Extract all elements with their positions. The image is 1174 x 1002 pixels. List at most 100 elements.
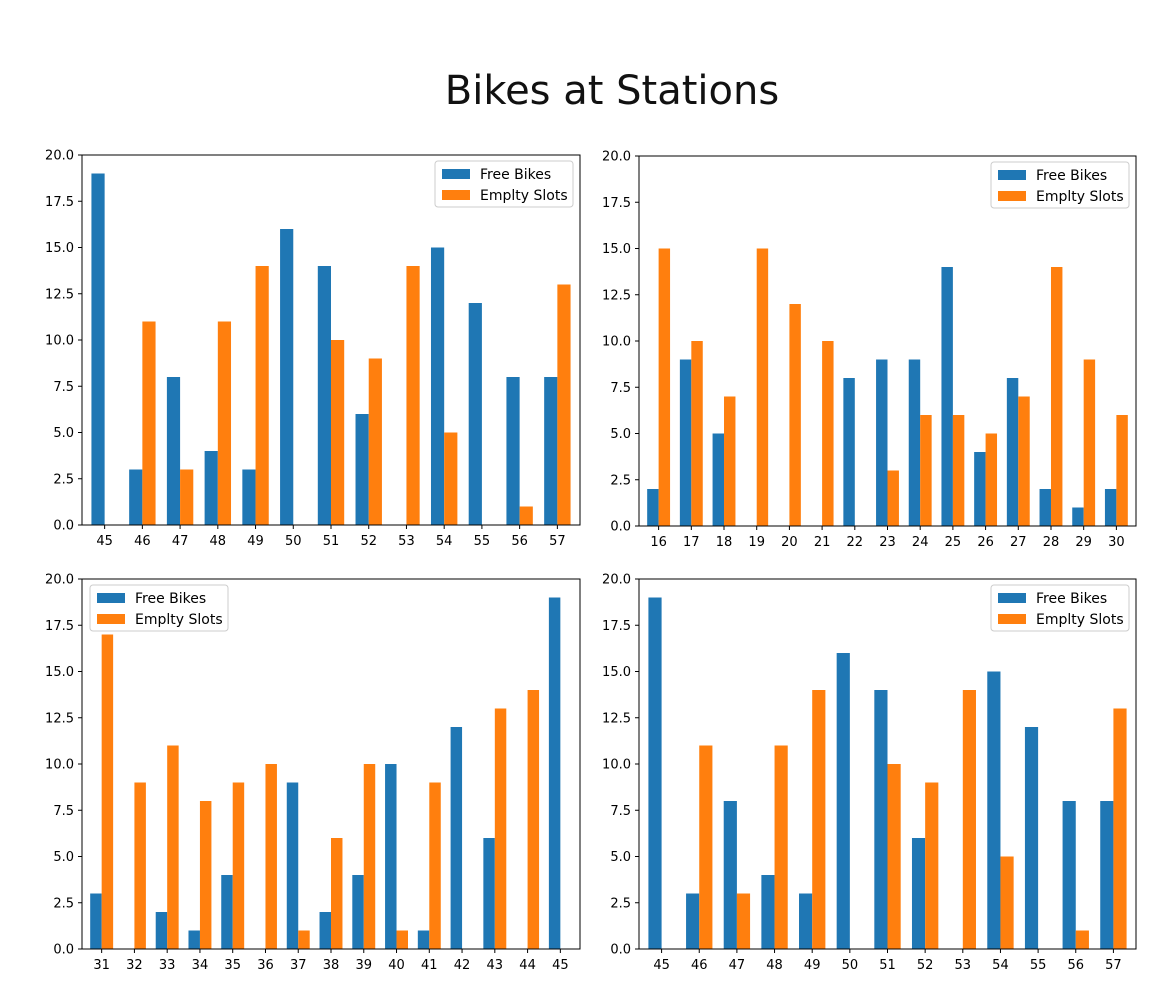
empty-slots-bar-48 [774,745,788,949]
free-bikes-bar-47 [723,801,737,949]
x-tick-label: 44 [519,958,536,973]
free-bikes-bar-57 [1100,801,1114,949]
y-tick-label: 12.5 [602,711,631,726]
y-tick-label: 17.5 [45,195,74,210]
x-tick-label: 52 [360,534,377,549]
x-tick-label: 54 [436,534,453,549]
y-tick-label: 2.5 [53,896,74,911]
empty-slots-bar-18 [724,396,736,526]
x-tick-label: 21 [814,535,831,550]
free-bikes-bar-45 [91,173,105,525]
x-tick-label: 36 [257,958,274,973]
y-tick-label: 0.0 [610,520,631,535]
y-tick-label: 17.5 [602,619,631,634]
empty-slots-bar-49 [812,690,826,949]
x-tick-label: 27 [1010,535,1027,550]
free-bikes-bar-52 [355,414,369,525]
free-bikes-bar-34 [188,930,200,949]
x-tick-label: 42 [454,958,471,973]
legend-swatch-free [442,169,470,179]
empty-slots-bar-37 [298,930,310,949]
empty-slots-bar-25 [952,415,965,526]
free-bikes-bar-35 [221,875,233,949]
empty-slots-bar-27 [1018,396,1030,526]
free-bikes-bar-39 [352,875,364,949]
legend: Free Bikes Emplty Slots [89,584,229,632]
y-tick-label: 5.0 [610,427,631,442]
x-tick-label: 49 [247,534,264,549]
empty-slots-bar-56 [1075,930,1089,949]
free-bikes-bar-23 [876,359,888,526]
y-tick-label: 12.5 [45,287,74,302]
x-tick-label: 56 [511,534,528,549]
x-tick-label: 48 [210,534,227,549]
free-bikes-bar-50 [836,653,850,949]
empty-slots-bar-29 [1083,359,1096,526]
legend-label-free: Free Bikes [1036,168,1107,184]
free-bikes-bar-49 [242,469,256,525]
y-tick-label: 0.0 [53,519,74,534]
free-bikes-bar-33 [155,912,168,949]
free-bikes-bar-37 [286,782,299,949]
empty-slots-bar-49 [255,266,269,525]
x-tick-label: 39 [355,958,372,973]
free-bikes-bar-45 [648,597,662,949]
free-bikes-bar-45 [548,597,561,949]
free-bikes-bar-18 [712,433,725,526]
empty-slots-bar-20 [789,304,801,526]
free-bikes-bar-25 [941,267,953,526]
page-title: Bikes at Stations [444,68,780,114]
x-tick-label: 35 [224,958,241,973]
free-bikes-bar-26 [974,452,986,526]
empty-slots-bar-47 [180,469,194,525]
empty-slots-bar-26 [985,433,998,526]
x-tick-label: 18 [716,535,733,550]
free-bikes-bar-43 [483,838,495,949]
x-tick-label: 47 [729,958,746,973]
y-tick-label: 2.5 [610,896,631,911]
empty-slots-bar-43 [494,708,507,949]
y-tick-label: 12.5 [602,288,631,303]
free-bikes-bar-54 [987,671,1001,949]
x-tick-label: 30 [1108,535,1125,550]
empty-slots-bar-44 [527,690,540,949]
y-tick-label: 20.0 [602,573,631,588]
x-tick-label: 46 [691,958,708,973]
y-tick-label: 20.0 [45,573,74,588]
y-tick-label: 15.0 [602,242,631,257]
y-tick-label: 2.5 [610,473,631,488]
empty-slots-bar-51 [887,764,901,949]
legend-label-empty: Emplty Slots [1036,612,1124,628]
empty-slots-bar-24 [920,415,932,526]
x-tick-label: 32 [126,958,143,973]
empty-slots-bar-54 [1000,856,1014,949]
empty-slots-bar-46 [142,321,156,525]
free-bikes-bar-50 [280,229,294,525]
free-bikes-bar-56 [506,377,520,525]
x-tick-label: 26 [977,535,994,550]
x-tick-label: 54 [992,958,1009,973]
free-bikes-bar-29 [1072,507,1084,526]
chart-panel-1: 0.0 2.5 5.0 7.5 10.0 12.5 15.0 17.5 20.0 45 46 47 48… [45,149,581,549]
free-bikes-bar-40 [385,764,397,949]
legend-label-free: Free Bikes [1036,591,1107,607]
x-tick-label: 53 [955,958,972,973]
legend-swatch-free [998,170,1026,180]
free-bikes-bar-49 [799,893,813,949]
y-tick-label: 7.5 [610,381,631,396]
empty-slots-bar-52 [368,358,382,525]
empty-slots-bar-30 [1116,415,1128,526]
free-bikes-bar-46 [686,893,700,949]
free-bikes-bar-52 [911,838,926,949]
x-tick-label: 24 [912,535,929,550]
x-tick-label: 20 [781,535,798,550]
y-tick-label: 0.0 [610,943,631,958]
x-tick-label: 29 [1075,535,1092,550]
legend-label-empty: Emplty Slots [480,188,568,204]
x-tick-label: 34 [192,958,209,973]
x-tick-label: 50 [285,534,302,549]
empty-slots-bar-19 [756,248,769,526]
y-tick-label: 5.0 [53,426,74,441]
x-tick-label: 52 [917,958,934,973]
